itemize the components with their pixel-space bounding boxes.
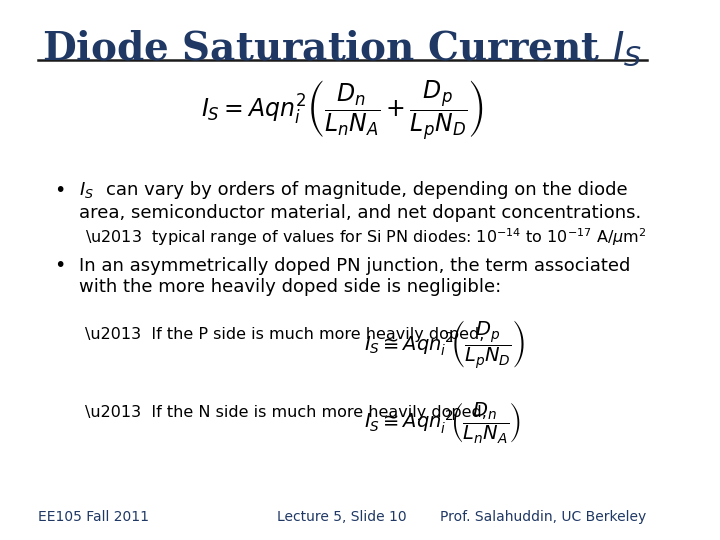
Text: can vary by orders of magnitude, depending on the diode: can vary by orders of magnitude, dependi… — [106, 181, 627, 199]
Text: •: • — [54, 181, 65, 200]
Text: area, semiconductor material, and net dopant concentrations.: area, semiconductor material, and net do… — [79, 204, 642, 221]
Text: with the more heavily doped side is negligible:: with the more heavily doped side is negl… — [79, 278, 501, 296]
Text: Lecture 5, Slide 10: Lecture 5, Slide 10 — [277, 510, 407, 524]
Text: $I_S \cong Aqn_i^{\,2}\!\left(\dfrac{D_p}{L_p N_D}\right)$: $I_S \cong Aqn_i^{\,2}\!\left(\dfrac{D_p… — [364, 318, 526, 370]
Text: $I_S = Aqn_i^2\left(\dfrac{D_n}{L_n N_A} + \dfrac{D_p}{L_p N_D}\right)$: $I_S = Aqn_i^2\left(\dfrac{D_n}{L_n N_A}… — [201, 79, 484, 143]
Text: \u2013  If the P side is much more heavily doped,: \u2013 If the P side is much more heavil… — [86, 327, 485, 342]
Text: In an asymmetrically doped PN junction, the term associated: In an asymmetrically doped PN junction, … — [79, 256, 631, 275]
Text: \u2013  typical range of values for Si PN diodes: $10^{-14}$ to $10^{-17}$ A/$\m: \u2013 typical range of values for Si PN… — [86, 226, 647, 248]
Text: \u2013  If the N side is much more heavily doped,: \u2013 If the N side is much more heavil… — [86, 405, 487, 420]
Text: $I_S$: $I_S$ — [79, 180, 94, 200]
Text: EE105 Fall 2011: EE105 Fall 2011 — [38, 510, 149, 524]
Text: $I_S \cong Aqn_i^{\,2}\!\left(\dfrac{D_n}{L_n N_A}\right)$: $I_S \cong Aqn_i^{\,2}\!\left(\dfrac{D_n… — [364, 400, 521, 444]
Text: Diode Saturation Current $I_S$: Diode Saturation Current $I_S$ — [42, 28, 642, 68]
Text: •: • — [54, 256, 65, 275]
Text: Prof. Salahuddin, UC Berkeley: Prof. Salahuddin, UC Berkeley — [441, 510, 647, 524]
